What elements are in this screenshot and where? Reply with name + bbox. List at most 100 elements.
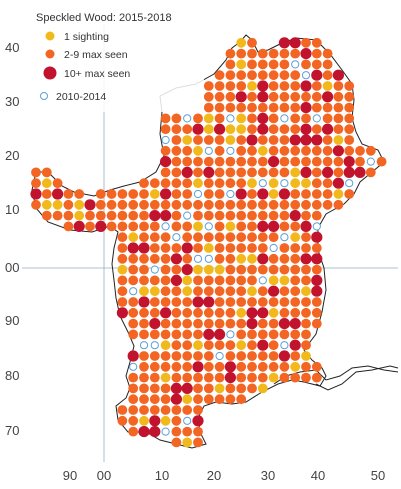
record-dot	[268, 329, 279, 340]
record-dot	[257, 135, 268, 145]
record-dot	[85, 221, 95, 232]
record-dot	[344, 124, 355, 135]
record-dot	[182, 307, 193, 318]
record-dot	[31, 167, 41, 178]
record-dot	[247, 156, 257, 167]
record-dot	[139, 264, 149, 275]
record-dot	[182, 297, 193, 307]
record-dots	[30, 37, 387, 448]
record-dot	[160, 340, 171, 351]
record-dot	[193, 156, 203, 167]
record-dot	[257, 102, 268, 113]
record-dot	[247, 189, 257, 199]
record-dot	[322, 156, 333, 167]
record-dot	[247, 210, 257, 221]
record-dot	[193, 145, 203, 156]
record-dot	[236, 232, 247, 243]
record-dot	[182, 437, 193, 448]
record-dot	[139, 275, 149, 286]
record-dot	[193, 167, 203, 178]
record-dot	[203, 243, 214, 253]
record-dot	[279, 275, 290, 286]
record-dot	[63, 210, 74, 221]
record-dot	[279, 124, 290, 135]
record-dot	[215, 351, 224, 361]
record-dot	[214, 318, 225, 329]
record-dot	[311, 156, 322, 167]
record-dot	[247, 113, 257, 124]
record-dot	[214, 70, 225, 81]
record-dot	[225, 297, 236, 307]
record-dot	[290, 351, 301, 361]
record-dot	[203, 166, 215, 178]
record-dot	[193, 254, 203, 263]
record-dot	[333, 113, 344, 124]
record-dot	[279, 329, 290, 340]
record-dot	[268, 81, 279, 91]
record-dot	[192, 123, 204, 135]
record-dot	[333, 124, 344, 135]
record-dot	[139, 199, 149, 210]
y-tick-label: 80	[5, 368, 19, 383]
record-dot	[171, 329, 182, 340]
record-dot	[181, 166, 193, 178]
record-dot	[333, 167, 344, 178]
record-dot	[279, 91, 290, 102]
record-dot	[236, 264, 247, 275]
record-dot	[301, 361, 311, 372]
record-dot	[279, 102, 290, 113]
record-dot	[225, 340, 236, 351]
record-dot	[235, 91, 247, 103]
record-dot	[246, 134, 258, 146]
record-dot	[236, 210, 247, 221]
record-dot	[236, 221, 247, 232]
record-dot	[225, 199, 236, 210]
record-dot	[268, 220, 280, 232]
record-dot	[160, 253, 171, 264]
record-dot	[160, 113, 171, 124]
record-dot	[268, 59, 279, 70]
record-dot	[226, 146, 235, 155]
record-dot	[214, 286, 225, 297]
record-dot	[344, 145, 355, 156]
record-dot	[235, 188, 247, 200]
record-dot	[193, 232, 203, 243]
record-dot	[268, 91, 279, 102]
record-dot	[268, 275, 279, 286]
record-dot	[247, 286, 257, 297]
record-dot	[236, 59, 247, 70]
record-dot	[247, 264, 257, 275]
map-title: Speckled Wood: 2015-2018	[36, 12, 172, 24]
record-dot	[203, 328, 215, 340]
record-dot	[203, 178, 214, 189]
record-dot	[225, 102, 236, 113]
record-dot	[149, 243, 160, 253]
record-dot	[322, 113, 333, 124]
record-dot	[95, 199, 106, 210]
record-dot	[301, 286, 311, 297]
x-tick-label: 00	[97, 468, 111, 483]
record-dot	[225, 135, 236, 145]
record-dot	[128, 189, 139, 199]
record-dot	[149, 426, 161, 438]
record-dot	[171, 243, 182, 253]
record-dot	[182, 124, 193, 135]
record-dot	[247, 232, 257, 243]
record-dot	[301, 243, 311, 253]
record-dot	[41, 167, 52, 178]
record-dot	[236, 372, 247, 383]
record-dot	[225, 70, 236, 81]
record-dot	[171, 210, 182, 221]
record-dot	[290, 167, 301, 178]
record-dot	[311, 102, 322, 113]
record-dot	[225, 210, 236, 221]
record-dot	[182, 156, 193, 167]
record-dot	[225, 286, 236, 297]
record-dot	[225, 351, 236, 361]
record-dot	[214, 178, 225, 189]
record-dot	[258, 276, 267, 285]
record-dot	[322, 59, 333, 70]
record-dot	[193, 243, 203, 253]
record-dot	[332, 145, 344, 157]
record-dot	[290, 91, 301, 102]
